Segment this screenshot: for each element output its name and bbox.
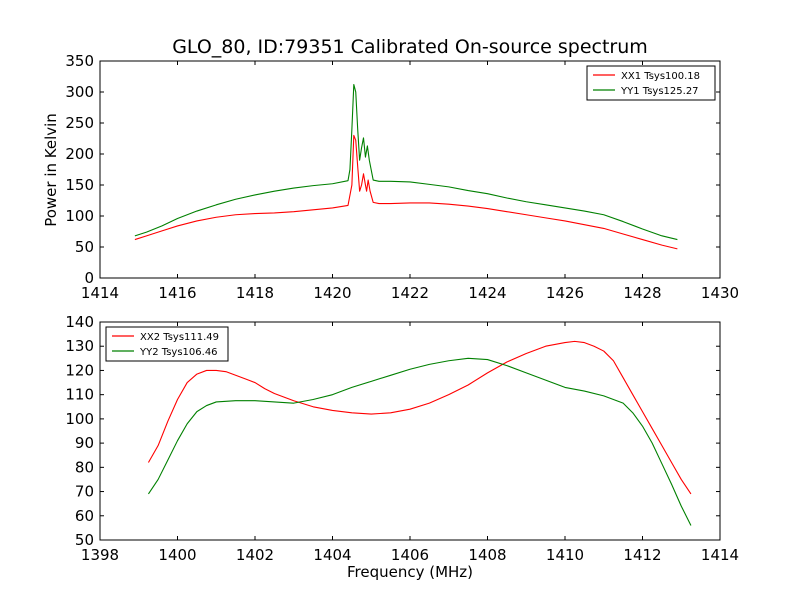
bottom-legend-label-1: XX2 Tsys111.49 bbox=[140, 332, 219, 343]
top-x-tick-label: 1418 bbox=[236, 284, 274, 302]
bottom-y-tick-label: 110 bbox=[65, 386, 94, 404]
bottom-x-tick-label: 1408 bbox=[468, 546, 506, 564]
bottom-legend-box bbox=[105, 326, 229, 362]
bottom-y-tick-label: 120 bbox=[65, 361, 94, 379]
top-x-tick-label: 1416 bbox=[158, 284, 196, 302]
top-y-tick-label: 300 bbox=[65, 83, 94, 101]
top-x-tick-label: 1428 bbox=[623, 284, 661, 302]
bottom-y-tick-label: 70 bbox=[75, 483, 94, 501]
bottom-x-tick-label: 1402 bbox=[236, 546, 274, 564]
bottom-x-tick-label: 1412 bbox=[623, 546, 661, 564]
top-y-tick-label: 250 bbox=[65, 114, 94, 132]
top-y-tick-label: 50 bbox=[75, 238, 94, 256]
bottom-series-line-2 bbox=[147, 357, 692, 526]
top-x-tick-label: 1426 bbox=[546, 284, 584, 302]
bottom-y-tick-label: 140 bbox=[65, 313, 94, 331]
bottom-x-tick-label: 1414 bbox=[701, 546, 739, 564]
chart-title: GLO_80, ID:79351 Calibrated On-source sp… bbox=[172, 36, 648, 58]
bottom-x-axis-label: Frequency (MHz) bbox=[347, 563, 473, 581]
top-legend-label-2: YY1 Tsys125.27 bbox=[620, 86, 699, 97]
bottom-y-tick-label: 60 bbox=[75, 507, 94, 525]
bottom-y-tick-label: 100 bbox=[65, 410, 94, 428]
top-x-tick-label: 1430 bbox=[701, 284, 739, 302]
bottom-plot: 1398 1400 1402 1404 1406 1408 1410 1412 1414 50 60… bbox=[65, 313, 739, 564]
top-series-line-1 bbox=[134, 134, 678, 250]
top-x-tick-label: 1414 bbox=[81, 284, 119, 302]
top-legend-box bbox=[586, 65, 716, 101]
bottom-x-tick-label: 1410 bbox=[546, 546, 584, 564]
bottom-x-tick-label: 1400 bbox=[158, 546, 196, 564]
top-y-tick-label: 0 bbox=[84, 269, 94, 287]
top-x-tick-label: 1424 bbox=[468, 284, 506, 302]
bottom-x-tick-label: 1404 bbox=[313, 546, 351, 564]
top-series-line-2 bbox=[134, 84, 678, 241]
top-y-axis-label: Power in Kelvin bbox=[42, 113, 60, 227]
bottom-y-tick-label: 50 bbox=[75, 531, 94, 549]
bottom-x-tick-label: 1398 bbox=[81, 546, 119, 564]
top-legend: XX1 Tsys100.18 YY1 Tsys125.27 bbox=[586, 65, 716, 101]
top-x-tick-label: 1420 bbox=[313, 284, 351, 302]
bottom-x-tick-label: 1406 bbox=[391, 546, 429, 564]
top-y-tick-label: 350 bbox=[65, 52, 94, 70]
top-y-tick-label: 100 bbox=[65, 207, 94, 225]
bottom-legend-label-2: YY2 Tsys106.46 bbox=[139, 347, 218, 358]
bottom-legend: XX2 Tsys111.49 YY2 Tsys106.46 bbox=[105, 326, 229, 362]
top-plot: 1414 1416 1418 1420 1422 1424 1426 1428 1430 0 50 1… bbox=[65, 52, 739, 302]
bottom-y-tick-label: 90 bbox=[75, 434, 94, 452]
top-y-tick-label: 200 bbox=[65, 145, 94, 163]
bottom-y-tick-label: 130 bbox=[65, 337, 94, 355]
top-legend-label-1: XX1 Tsys100.18 bbox=[621, 71, 700, 82]
bottom-y-tick-label: 80 bbox=[75, 458, 94, 476]
top-x-tick-label: 1422 bbox=[391, 284, 429, 302]
top-y-tick-label: 150 bbox=[65, 176, 94, 194]
bottom-series-line-1 bbox=[147, 340, 692, 495]
